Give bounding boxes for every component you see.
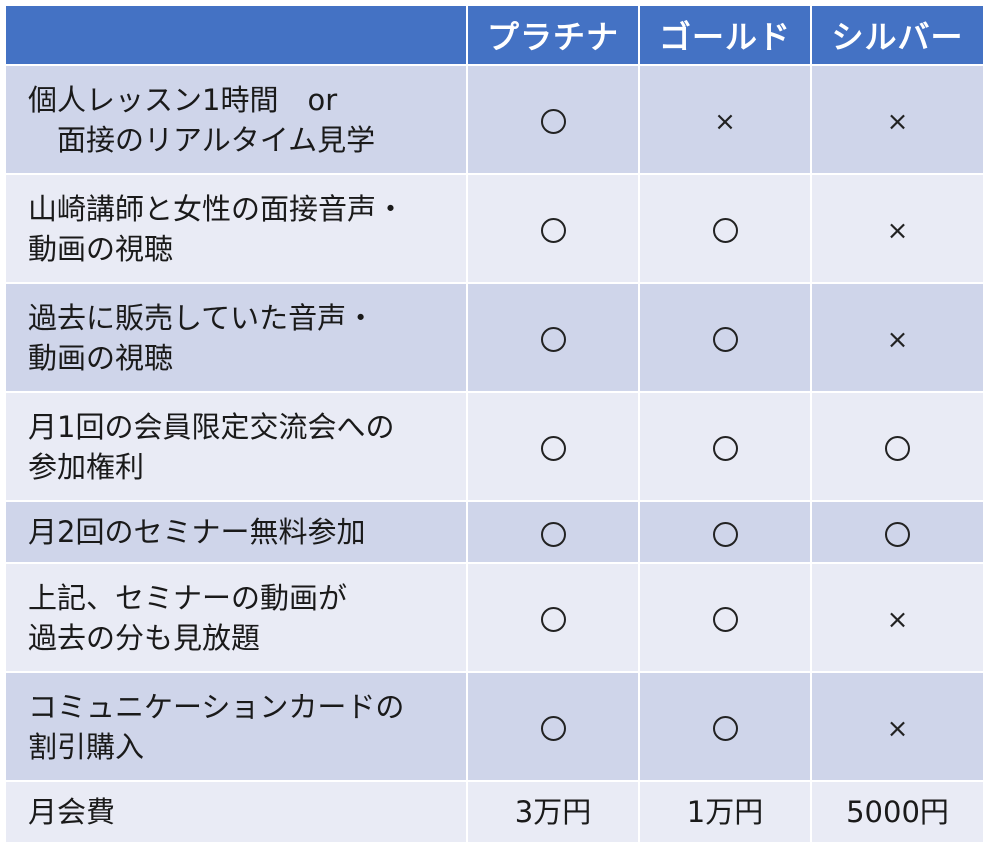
circle-icon: [712, 607, 738, 632]
feature-cell: 個人レッスン1時間 or 面接のリアルタイム見学: [4, 64, 468, 175]
feature-text-line: 過去の分も見放題: [28, 620, 261, 655]
cross-icon: ×: [886, 324, 909, 355]
availability-cell-platinum: [466, 282, 640, 393]
feature-text-line: 割引購入: [28, 729, 145, 764]
circle-icon: [540, 436, 566, 461]
availability-cell-silver: ×: [810, 173, 985, 284]
membership-plan-table: プラチナ ゴールド シルバー 個人レッスン1時間 or 面接のリアルタイム見学 ×…: [4, 4, 985, 844]
feature-cell: 月2回のセミナー無料参加: [4, 500, 468, 564]
table-row: 月2回のセミナー無料参加: [4, 500, 985, 564]
availability-cell-gold: [638, 173, 812, 284]
availability-cell-silver: ×: [810, 671, 985, 782]
feature-cell: 過去に販売していた音声・ 動画の視聴: [4, 282, 468, 393]
availability-cell-silver: ×: [810, 64, 985, 175]
availability-cell-gold: [638, 500, 812, 564]
feature-text-line: 月2回のセミナー無料参加: [28, 515, 366, 549]
circle-icon: [540, 327, 566, 352]
circle-icon: [540, 716, 566, 741]
circle-icon: [540, 218, 566, 243]
table-body: 個人レッスン1時間 or 面接のリアルタイム見学 × × 山崎講師と女性の面接音声・動…: [4, 64, 985, 844]
cross-icon: ×: [886, 215, 909, 246]
feature-text-line: 面接のリアルタイム見学: [28, 122, 376, 157]
table-row: 山崎講師と女性の面接音声・ 動画の視聴 ×: [4, 173, 985, 284]
feature-cell: 山崎講師と女性の面接音声・ 動画の視聴: [4, 173, 468, 284]
circle-icon: [885, 521, 910, 547]
header-corner-cell: [4, 4, 468, 66]
availability-cell-gold: [638, 282, 812, 393]
circle-icon: [540, 607, 566, 632]
table-row: 個人レッスン1時間 or 面接のリアルタイム見学 × ×: [4, 64, 985, 175]
feature-text-line: 山崎講師と女性の面接音声・: [28, 191, 406, 226]
fee-value-silver: 5000円: [810, 780, 985, 844]
table-row-fee: 月会費 3万円 1万円 5000円: [4, 780, 985, 844]
circle-icon: [712, 716, 738, 741]
fee-label: 月会費: [4, 780, 468, 844]
plan-header-gold: ゴールド: [638, 4, 812, 66]
feature-cell: 上記、セミナーの動画が 過去の分も見放題: [4, 562, 468, 673]
feature-text-line: 個人レッスン1時間 or: [28, 82, 338, 117]
feature-text-line: 参加権利: [28, 449, 145, 484]
availability-cell-gold: [638, 671, 812, 782]
circle-icon: [540, 109, 566, 134]
availability-cell-silver: [810, 500, 985, 564]
cross-icon: ×: [714, 106, 736, 137]
circle-icon: [885, 436, 910, 461]
availability-cell-gold: ×: [638, 64, 812, 175]
cross-icon: ×: [886, 713, 909, 744]
cross-icon: ×: [886, 106, 909, 137]
availability-cell-silver: ×: [810, 562, 985, 673]
table-row: 過去に販売していた音声・ 動画の視聴 ×: [4, 282, 985, 393]
availability-cell-gold: [638, 562, 812, 673]
availability-cell-gold: [638, 391, 812, 502]
circle-icon: [712, 327, 738, 352]
availability-cell-platinum: [466, 64, 640, 175]
cross-icon: ×: [886, 604, 909, 635]
circle-icon: [540, 521, 566, 547]
circle-icon: [712, 218, 738, 243]
feature-cell: コミュニケーションカードの 割引購入: [4, 671, 468, 782]
table-row: 上記、セミナーの動画が 過去の分も見放題 ×: [4, 562, 985, 673]
table-header-row: プラチナ ゴールド シルバー: [4, 4, 985, 66]
plan-header-platinum: プラチナ: [466, 4, 640, 66]
feature-text-line: 動画の視聴: [28, 231, 174, 266]
feature-text-line: 過去に販売していた音声・: [28, 300, 376, 335]
availability-cell-platinum: [466, 173, 640, 284]
fee-value-platinum: 3万円: [466, 780, 640, 844]
feature-text-line: 上記、セミナーの動画が: [28, 580, 348, 615]
availability-cell-platinum: [466, 671, 640, 782]
availability-cell-platinum: [466, 391, 640, 502]
circle-icon: [712, 436, 738, 461]
availability-cell-platinum: [466, 562, 640, 673]
plan-header-silver: シルバー: [810, 4, 985, 66]
availability-cell-silver: ×: [810, 282, 985, 393]
feature-cell: 月1回の会員限定交流会への 参加権利: [4, 391, 468, 502]
feature-text-line: 動画の視聴: [28, 340, 174, 375]
table-row: コミュニケーションカードの 割引購入 ×: [4, 671, 985, 782]
feature-text-line: コミュニケーションカードの: [28, 689, 405, 724]
fee-value-gold: 1万円: [638, 780, 812, 844]
circle-icon: [712, 521, 738, 547]
availability-cell-silver: [810, 391, 985, 502]
availability-cell-platinum: [466, 500, 640, 564]
table-row: 月1回の会員限定交流会への 参加権利: [4, 391, 985, 502]
feature-text-line: 月1回の会員限定交流会への: [28, 409, 395, 444]
